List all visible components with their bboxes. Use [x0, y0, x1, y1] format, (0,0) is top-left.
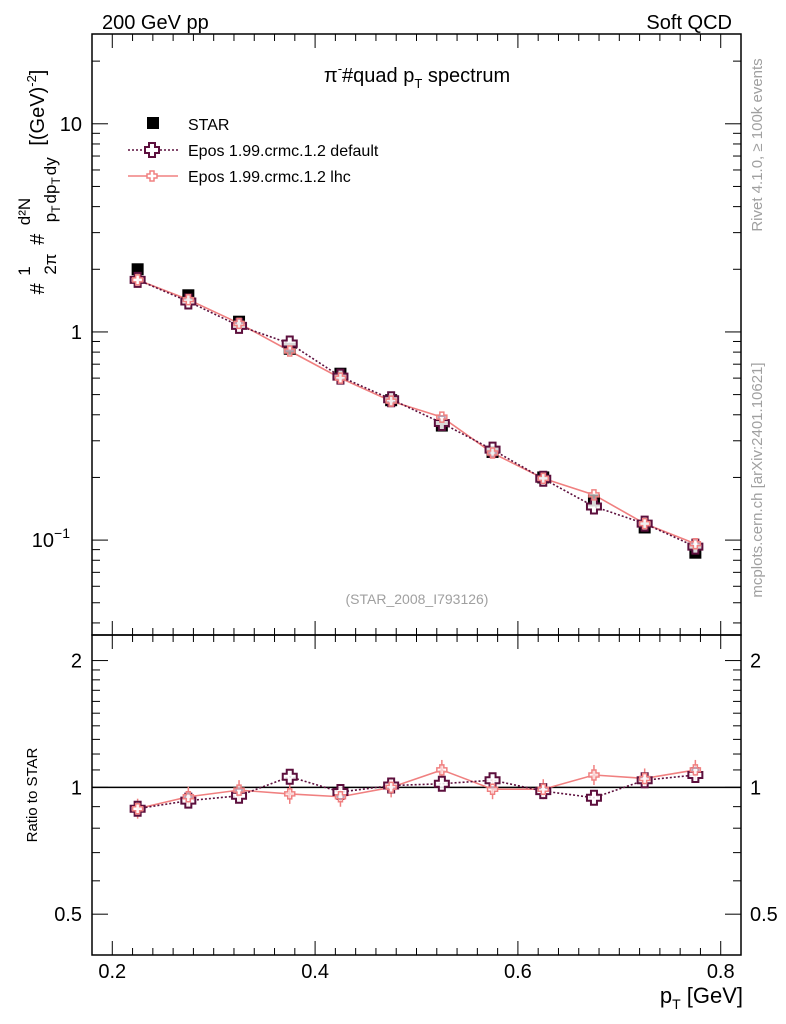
ratio-lhc-point: [537, 783, 550, 795]
x-tick-label: 0.8: [707, 961, 735, 983]
ratio-lhc-point: [689, 764, 702, 776]
ratio-y-tick-label-left: 0.5: [54, 904, 82, 926]
ratio-default-point: [585, 789, 602, 806]
x-tick-label: 0.2: [98, 961, 126, 983]
ratio-y-tick-label-left: 1: [71, 777, 82, 799]
x-tick-label: 0.6: [504, 961, 532, 983]
lhc-point: [334, 372, 347, 384]
lhc-point: [131, 274, 144, 286]
ratio-y-tick-label-right: 0.5: [750, 904, 778, 926]
ratio-lhc-point: [182, 791, 195, 803]
svg-text:# 1 2π #: # 1 2π # d²N pTdpTdy [(GeV)-2]: [13, 70, 63, 295]
lhc-point: [436, 411, 448, 423]
ratio-lhc-line: [137, 769, 696, 810]
ratio-lhc-point: [436, 764, 448, 776]
y-tick-label: 1: [71, 322, 82, 344]
lhc-point: [689, 538, 702, 550]
ratio-lhc-point: [588, 769, 600, 781]
legend-label-lhc: Epos 1.99.crmc.1.2 lhc: [188, 169, 351, 186]
ratio-default-line: [137, 774, 696, 810]
lhc-point: [283, 345, 296, 357]
default-point: [433, 415, 450, 432]
x-tick-label: 0.4: [301, 961, 329, 983]
legend-label-star: STAR: [188, 117, 229, 134]
ratio-lhc-point: [638, 772, 651, 785]
mcplots-info: mcplots.cern.ch [arXiv:2401.10621]: [749, 362, 766, 597]
analysis-id: (STAR_2008_I793126): [346, 591, 489, 607]
legend-marker-star: [147, 117, 159, 129]
ratio-lhc-point: [486, 783, 499, 795]
y-tick-label: 10: [60, 114, 82, 136]
ratio-lhc-point: [131, 802, 144, 815]
ratio-default-point: [281, 768, 298, 785]
legend-marker-default: [144, 142, 160, 158]
lhc-point: [233, 317, 245, 330]
ratio-y-tick-label-left: 2: [71, 651, 82, 673]
y-tick-label: 10−1: [32, 525, 70, 552]
lhc-point: [638, 517, 651, 530]
legend-label-default: Epos 1.99.crmc.1.2 default: [188, 143, 379, 160]
ratio-lhc-point: [385, 781, 397, 794]
default-line: [137, 279, 696, 548]
lhc-point: [182, 293, 195, 306]
default-point: [585, 498, 602, 515]
lhc-point: [588, 489, 600, 501]
lhc-point: [385, 395, 397, 407]
legend-marker-lhc: [146, 170, 158, 182]
header-right: Soft QCD: [646, 12, 732, 34]
main-y-label: # 1 2π # d²N pTdpTdy [(GeV)-2]: [13, 70, 63, 295]
ratio-default-point: [433, 775, 450, 792]
lhc-line: [137, 279, 696, 545]
lhc-point: [486, 447, 499, 459]
ratio-lhc-point: [283, 788, 296, 800]
ratio-lhc-point: [334, 791, 347, 803]
legend: STAR Epos 1.99.crmc.1.2 default Epos 1.9…: [128, 117, 379, 186]
ratio-y-tick-label-right: 1: [750, 777, 761, 799]
plot-title: π-#quad pT spectrum: [324, 61, 510, 91]
ratio-y-tick-label-right: 2: [750, 651, 761, 673]
ratio-lhc-point: [233, 784, 245, 796]
rivet-info: Rivet 4.1.0, ≥ 100k events: [749, 58, 766, 231]
lhc-point: [537, 472, 550, 485]
ratio-y-label: Ratio to STAR: [24, 747, 41, 842]
header-left: 200 GeV pp: [102, 12, 209, 34]
x-axis-label: pT [GeV]: [660, 983, 743, 1012]
